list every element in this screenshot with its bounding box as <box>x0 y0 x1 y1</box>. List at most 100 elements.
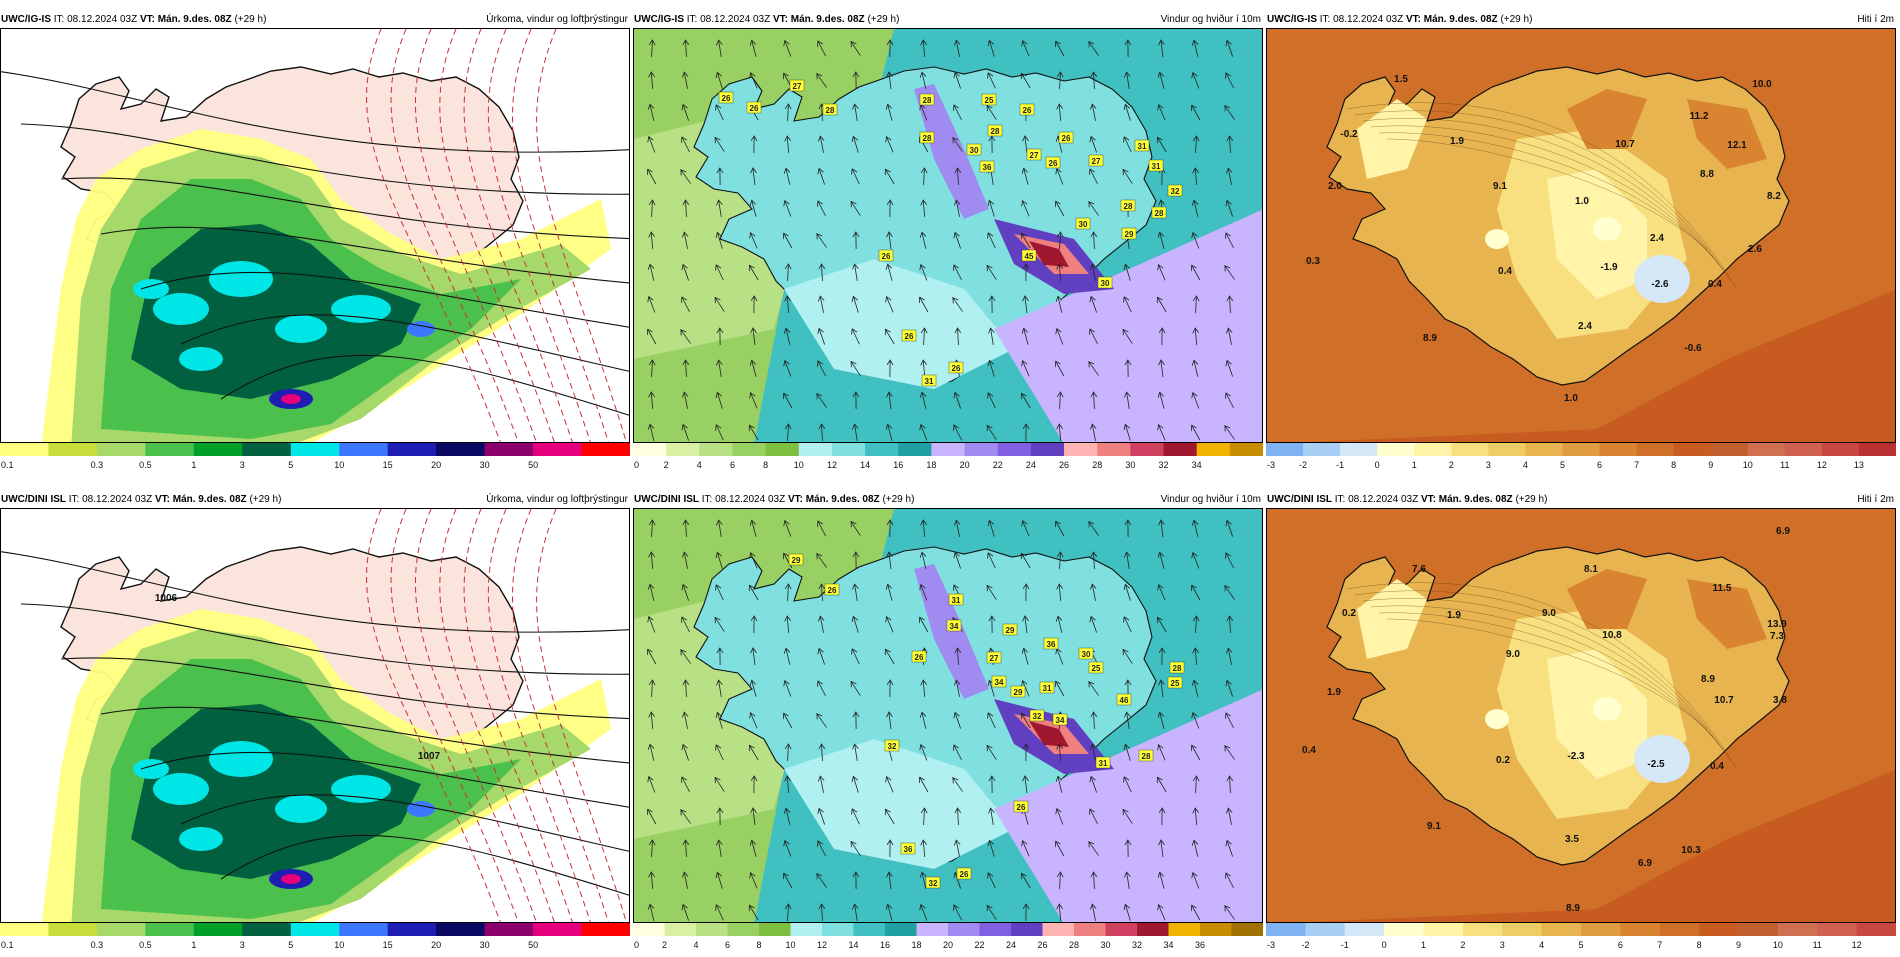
colorbar-swatch <box>1377 443 1415 456</box>
gust-label: 34 <box>1056 716 1065 725</box>
temperature-label: -2.3 <box>1567 751 1585 762</box>
colorbar-tick-label: 18 <box>911 940 921 950</box>
colorbar-swatch <box>633 923 665 936</box>
colorbar-tick-label: 0.5 <box>139 940 152 950</box>
colorbar-tick-label: -3 <box>1267 940 1275 950</box>
colorbar-tick-label: 24 <box>1026 460 1036 470</box>
colorbar-tick-label: 6 <box>730 460 735 470</box>
colorbar-tick-label: 32 <box>1159 460 1169 470</box>
colorbar-swatch <box>1164 443 1198 456</box>
colorbar-swatch <box>97 443 146 456</box>
map-canvas: 2926313426362927343130253229322825463431… <box>634 509 1263 923</box>
gust-label: 30 <box>970 146 979 155</box>
temperature-label: 0.4 <box>1498 266 1512 277</box>
init-time-value: 08.12.2024 03Z <box>67 14 137 25</box>
colorbar-tick-label: 16 <box>893 460 903 470</box>
colorbar-swatch <box>865 443 899 456</box>
colorbar-tick-label: 1 <box>191 460 196 470</box>
colorbar-swatch <box>665 923 697 936</box>
colorbar-swatch <box>728 923 760 936</box>
colorbar-swatch <box>696 923 728 936</box>
colorbar-swatch <box>48 923 97 936</box>
colorbar-tick-label: 34 <box>1163 940 1173 950</box>
colorbar-tick-label: 10 <box>785 940 795 950</box>
panel-header: UWC/DINI ISL IT: 08.12.2024 03Z VT: Mán.… <box>633 492 1263 508</box>
colorbar-tick-label: 0.5 <box>139 460 152 470</box>
colorbar-tick-label: 14 <box>848 940 858 950</box>
lead-time: (+29 h) <box>867 14 899 25</box>
temperature-label: 6.9 <box>1638 858 1652 869</box>
colorbar-tick-label: 18 <box>926 460 936 470</box>
colorbar-swatch <box>1303 443 1341 456</box>
colorbar-tick-label: 13 <box>1854 460 1864 470</box>
colorbar-tick-label: 8 <box>1697 940 1702 950</box>
colorbar-swatch <box>1137 923 1169 936</box>
colorbar-swatch <box>48 443 97 456</box>
temperature-label: 9.0 <box>1506 649 1520 660</box>
colorbar-tick-label: 11 <box>1780 460 1789 470</box>
colorbar-swatch <box>1817 923 1857 936</box>
colorbar-tick-label: 2 <box>662 940 667 950</box>
temperature-label: 3.5 <box>1565 834 1579 845</box>
temperature-label: 0.4 <box>1708 279 1722 290</box>
colorbar-swatch <box>1097 443 1131 456</box>
colorbar-tick-label: 24 <box>1006 940 1016 950</box>
panel-header: UWC/IG-IS IT: 08.12.2024 03Z VT: Mán. 9.… <box>0 12 630 28</box>
colorbar-swatch <box>1266 443 1304 456</box>
gust-label: 26 <box>1062 134 1071 143</box>
temperature-label: 1.9 <box>1447 610 1461 621</box>
lead-time: (+29 h) <box>1500 14 1532 25</box>
temperature-label: 0.3 <box>1306 256 1320 267</box>
model-name: UWC/DINI ISL <box>1 494 66 505</box>
temperature-label: 2.4 <box>1650 233 1664 244</box>
temperature-label: 2.6 <box>1748 244 1762 255</box>
gust-label: 26 <box>828 586 837 595</box>
colorbar-tick-label: 26 <box>1059 460 1069 470</box>
colorbar-tick-label: 22 <box>974 940 984 950</box>
gust-label: 46 <box>1120 696 1129 705</box>
colorbar-swatch <box>1674 443 1712 456</box>
colorbar-swatch <box>1562 443 1600 456</box>
gust-label: 29 <box>1125 230 1134 239</box>
colorbar-tick-label: 2 <box>1449 460 1454 470</box>
gust-label: 25 <box>1092 664 1101 673</box>
colorbar-tick-label: 20 <box>431 940 441 950</box>
colorbar-tick-label: 4 <box>697 460 702 470</box>
colorbar-swatch <box>1857 923 1896 936</box>
colorbar-swatch <box>965 443 999 456</box>
gust-label: 26 <box>905 332 914 341</box>
colorbar-swatch <box>485 443 534 456</box>
colorbar-swatch <box>1305 923 1345 936</box>
colorbar-swatch <box>1031 443 1065 456</box>
colorbar-swatch <box>1074 923 1106 936</box>
colorbar-swatch <box>917 923 949 936</box>
temperature-label: 8.9 <box>1423 333 1437 344</box>
gust-label: 34 <box>995 678 1004 687</box>
init-time-label: IT: <box>54 14 65 25</box>
colorbar-tick-label: 50 <box>528 460 538 470</box>
map-panel: UWC/IG-IS IT: 08.12.2024 03Z VT: Mán. 9.… <box>1266 12 1896 477</box>
temperature-label: 3.8 <box>1773 695 1787 706</box>
init-time-value: 08.12.2024 03Z <box>715 494 785 505</box>
colorbar-tick-label: 30 <box>480 940 490 950</box>
colorbar-tick-label: 1 <box>1421 940 1426 950</box>
colorbar-swatch <box>1525 443 1563 456</box>
colorbar-swatch <box>1488 443 1526 456</box>
colorbar-tick-label: 0 <box>634 940 639 950</box>
panel-header-left: UWC/DINI ISL IT: 08.12.2024 03Z VT: Mán.… <box>634 492 914 508</box>
model-name: UWC/DINI ISL <box>634 494 699 505</box>
gust-label: 28 <box>826 106 835 115</box>
temperature-label: 0.2 <box>1496 755 1510 766</box>
init-time-label: IT: <box>69 494 80 505</box>
colorbar-swatch <box>1345 923 1385 936</box>
